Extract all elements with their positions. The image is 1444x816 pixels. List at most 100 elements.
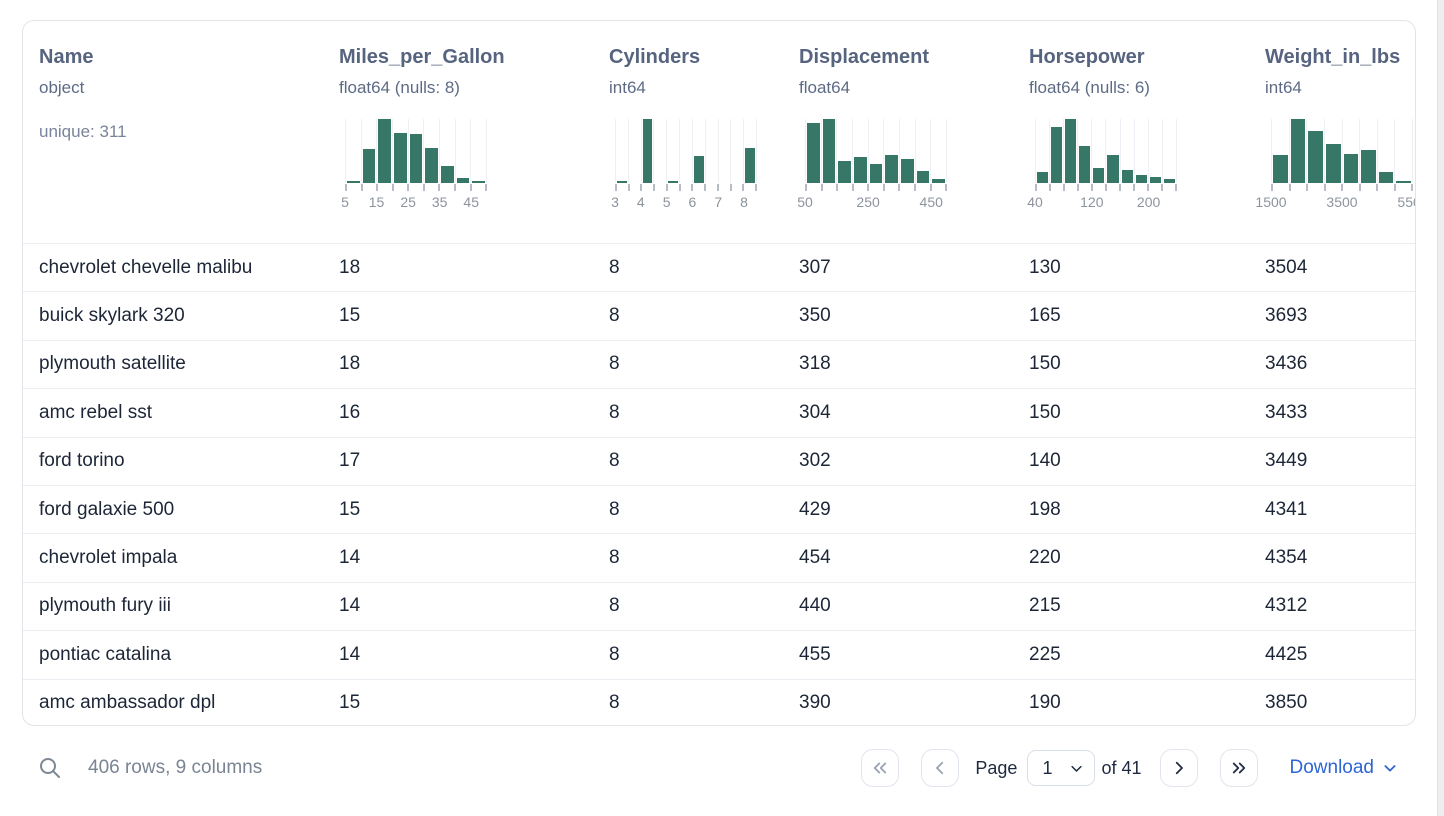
cell-displacement: 390 bbox=[799, 692, 831, 714]
histogram-bar bbox=[1079, 145, 1091, 183]
histogram-bar bbox=[394, 133, 407, 183]
column-header-horsepower[interactable]: Horsepower float64 (nulls: 6) 40 120 200 bbox=[1027, 21, 1265, 243]
histogram-bin bbox=[883, 119, 899, 183]
search-icon[interactable] bbox=[38, 756, 62, 780]
histogram-bin bbox=[867, 119, 884, 183]
cell-horsepower: 165 bbox=[1029, 305, 1061, 327]
histogram-bin bbox=[1049, 119, 1063, 183]
column-name: Cylinders bbox=[609, 46, 701, 68]
column-header-weight-in-lbs[interactable]: Weight_in_lbs int64 1500 3500 5500 bbox=[1255, 21, 1415, 243]
download-label: Download bbox=[1289, 757, 1375, 778]
histogram-bar bbox=[668, 181, 679, 183]
profile-table-card: Name object unique: 311 Miles_per_Gallon flo… bbox=[22, 20, 1416, 726]
histogram-bin bbox=[423, 119, 439, 183]
histogram-axis-labels: 3 4 5 6 7 8 bbox=[611, 194, 757, 212]
vertical-scrollbar[interactable] bbox=[1437, 0, 1444, 816]
histogram-bars bbox=[1035, 119, 1177, 183]
histogram-bar bbox=[854, 156, 867, 183]
cell-weight-in-lbs: 3693 bbox=[1265, 305, 1308, 327]
histogram-bin bbox=[704, 119, 718, 183]
table-row: ford torino 17 8 302 140 3449 bbox=[23, 436, 1415, 485]
table-row: plymouth fury iii 14 8 440 215 4312 bbox=[23, 581, 1415, 630]
axis-tick-label: 200 bbox=[1136, 194, 1161, 210]
download-button[interactable]: Download bbox=[1290, 757, 1399, 779]
axis-tick-label: 3500 bbox=[1326, 194, 1358, 210]
page-select[interactable]: 1 bbox=[1027, 750, 1096, 786]
axis-tick bbox=[1105, 184, 1119, 191]
histogram-bin bbox=[407, 119, 424, 183]
cell-miles-per-gallon: 16 bbox=[339, 401, 361, 423]
axis-tick bbox=[1133, 184, 1147, 191]
axis-tick bbox=[345, 184, 361, 191]
cell-displacement: 440 bbox=[799, 595, 831, 617]
histogram-bin bbox=[930, 119, 948, 183]
axis-tick bbox=[422, 184, 439, 191]
previous-page-button[interactable] bbox=[921, 749, 960, 787]
axis-tick bbox=[678, 184, 692, 191]
cell-miles-per-gallon: 17 bbox=[339, 450, 361, 472]
cell-name: chevrolet chevelle malibu bbox=[39, 256, 253, 278]
histogram-bin bbox=[1105, 119, 1119, 183]
column-header-displacement[interactable]: Displacement float64 50 250 450 bbox=[797, 21, 1029, 243]
histogram-bar bbox=[472, 181, 486, 183]
cell-horsepower: 215 bbox=[1029, 595, 1061, 617]
axis-tick bbox=[882, 184, 899, 191]
cell-name: ford torino bbox=[39, 450, 125, 472]
header-row: Name object unique: 311 Miles_per_Gallon flo… bbox=[23, 21, 1415, 243]
axis-tick-label: 5500 bbox=[1397, 194, 1415, 210]
first-page-button[interactable] bbox=[861, 749, 900, 787]
table-row: amc ambassador dpl 15 8 390 190 3850 bbox=[23, 678, 1415, 725]
column-name: Weight_in_lbs bbox=[1265, 46, 1401, 68]
axis-tick bbox=[1288, 184, 1307, 191]
histogram-bar bbox=[1149, 177, 1161, 183]
cell-weight-in-lbs: 4425 bbox=[1265, 643, 1308, 665]
cell-name: amc rebel sst bbox=[39, 401, 152, 423]
histogram-bin bbox=[1306, 119, 1324, 183]
column-header-cylinders[interactable]: Cylinders int64 3 4 5 6 7 8 bbox=[609, 21, 799, 243]
histogram-bars bbox=[345, 119, 488, 183]
histogram-bars bbox=[805, 119, 948, 183]
histogram-bar bbox=[869, 164, 883, 183]
cell-cylinders: 8 bbox=[609, 643, 620, 665]
axis-tick bbox=[1376, 184, 1394, 191]
cell-name: pontiac catalina bbox=[39, 643, 172, 665]
column-type: int64 bbox=[1265, 78, 1302, 97]
histogram-bin bbox=[805, 119, 821, 183]
axis-tick bbox=[1393, 184, 1413, 191]
histogram-bin bbox=[1161, 119, 1177, 183]
histogram-bin bbox=[615, 119, 628, 183]
histogram-bar bbox=[693, 156, 704, 183]
histogram-bars bbox=[615, 119, 757, 183]
histogram-bar bbox=[901, 158, 914, 183]
table-row: pontiac catalina 14 8 455 225 4425 bbox=[23, 630, 1415, 678]
cell-miles-per-gallon: 18 bbox=[339, 256, 361, 278]
chevron-down-icon bbox=[1382, 760, 1398, 776]
cell-cylinders: 8 bbox=[609, 305, 620, 327]
histogram-bin bbox=[717, 119, 731, 183]
histogram-bar bbox=[1378, 172, 1394, 183]
axis-tick bbox=[1035, 184, 1049, 191]
histogram-bar bbox=[1343, 153, 1359, 183]
cell-name: ford galaxie 500 bbox=[39, 498, 175, 520]
axis-tick bbox=[407, 184, 423, 191]
cell-horsepower: 198 bbox=[1029, 498, 1061, 520]
axis-tick bbox=[391, 184, 408, 191]
histogram-axis-ticks bbox=[1035, 184, 1177, 191]
histogram-axis-ticks bbox=[615, 184, 758, 191]
column-header-name[interactable]: Name object unique: 311 bbox=[39, 21, 339, 243]
table-row: chevrolet chevelle malibu 18 8 307 130 3504 bbox=[23, 243, 1415, 291]
cell-horsepower: 190 bbox=[1029, 692, 1061, 714]
table-row: plymouth satellite 18 8 318 150 3436 bbox=[23, 339, 1415, 388]
histogram-bin bbox=[439, 119, 455, 183]
footer-bar: 406 rows, 9 columns Page 1 of 41 bbox=[22, 740, 1398, 796]
column-type: float64 (nulls: 8) bbox=[339, 78, 460, 97]
next-page-button[interactable] bbox=[1159, 749, 1198, 787]
last-page-button[interactable] bbox=[1219, 749, 1258, 787]
axis-tick bbox=[376, 184, 392, 191]
cell-weight-in-lbs: 3449 bbox=[1265, 450, 1308, 472]
histogram-bar bbox=[1290, 119, 1306, 183]
histogram-bar bbox=[425, 147, 439, 183]
histogram-bar bbox=[1051, 127, 1063, 183]
column-type: float64 bbox=[799, 78, 851, 97]
column-header-miles-per-gallon[interactable]: Miles_per_Gallon float64 (nulls: 8) 5 15 25 3… bbox=[339, 21, 609, 243]
